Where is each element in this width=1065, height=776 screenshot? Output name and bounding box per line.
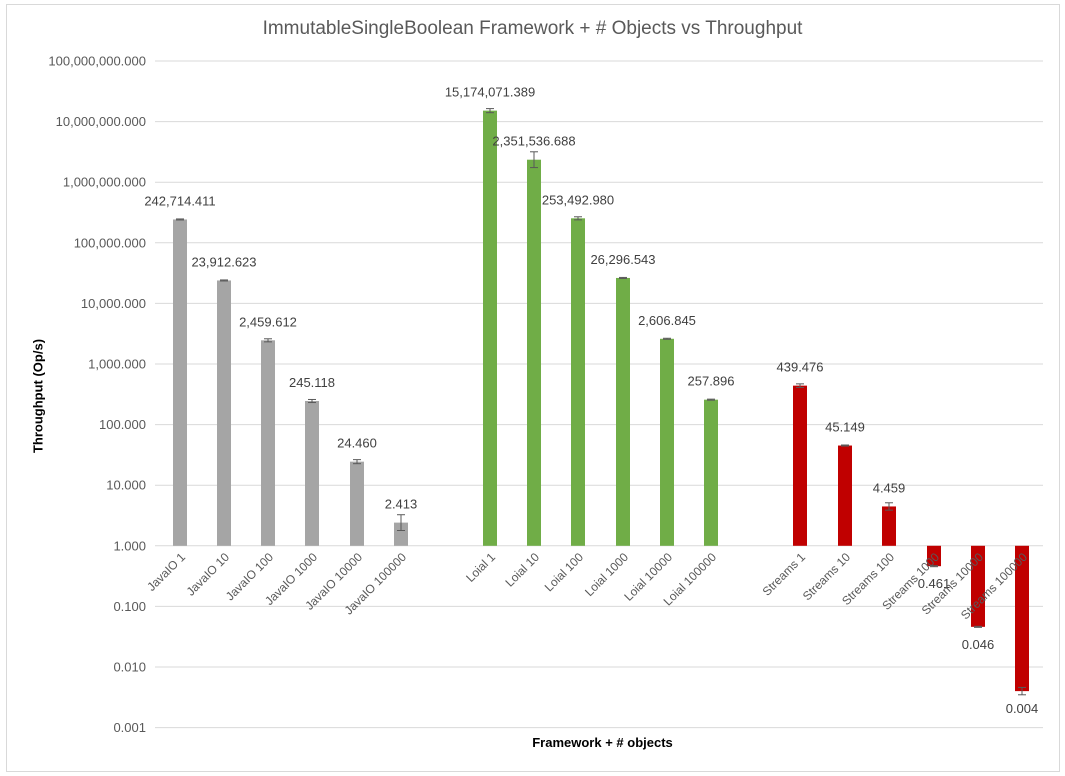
y-axis-ticks: 100,000,000.000 10,000,000.000 1,000,000.0…: [48, 54, 146, 736]
bar: [1015, 545, 1029, 692]
error-bar: [885, 502, 893, 511]
bar: [305, 401, 319, 546]
error-bar: [796, 383, 804, 388]
bar: [571, 218, 585, 546]
error-bar: [308, 398, 316, 404]
error-bar: [353, 459, 361, 465]
y-tick-label: 10.000: [106, 478, 146, 493]
bar: [527, 159, 541, 546]
error-bar: [930, 565, 938, 568]
error-bar: [1018, 686, 1026, 696]
data-label: 0.046: [962, 637, 995, 652]
y-tick-label: 100,000,000.000: [48, 54, 146, 69]
data-label: 2,459.612: [239, 314, 297, 329]
data-label: 257.896: [688, 374, 735, 389]
data-label: 23,912.623: [191, 254, 256, 269]
bar: [261, 340, 275, 546]
error-bar: [841, 444, 849, 447]
data-label: 2,606.845: [638, 313, 696, 328]
y-tick-label: 0.010: [113, 660, 146, 675]
bar: [483, 110, 497, 546]
error-bar: [176, 218, 184, 221]
data-label: 2.413: [385, 497, 418, 512]
data-label: 0.004: [1006, 701, 1039, 716]
error-bar: [264, 338, 272, 343]
y-tick-label: 1,000,000.000: [63, 175, 146, 190]
bar: [217, 280, 231, 546]
category-label: Loial 10: [502, 550, 542, 590]
x-axis-label: Framework + # objects: [532, 735, 673, 750]
bar: [660, 338, 674, 546]
bar: [394, 522, 408, 546]
y-tick-label: 100.000: [99, 417, 146, 432]
error-bar: [974, 625, 982, 628]
error-bar: [707, 398, 715, 401]
data-label: 245.118: [289, 375, 335, 390]
data-label: 253,492.980: [542, 192, 614, 207]
category-label: Loial 1: [463, 550, 498, 585]
bars: [173, 108, 1029, 696]
bar: [971, 545, 985, 627]
category-label: Loial 100: [542, 550, 587, 595]
data-label: 45.149: [825, 420, 865, 435]
data-label: 26,296.543: [590, 252, 655, 267]
bar: [793, 385, 807, 546]
bar: [927, 545, 941, 567]
data-label: 24.460: [337, 436, 377, 451]
data-label: 15,174,071.389: [445, 85, 535, 100]
bar: [704, 399, 718, 546]
y-tick-label: 0.100: [113, 599, 146, 614]
data-label: 242,714.411: [144, 193, 215, 208]
error-bar: [530, 151, 538, 169]
error-bar: [619, 276, 627, 279]
error-bar: [574, 216, 582, 221]
y-tick-label: 1.000: [113, 538, 146, 553]
data-label: 439.476: [777, 360, 824, 375]
data-label: 4.459: [873, 480, 906, 495]
bar: [350, 461, 364, 546]
y-tick-label: 100,000.000: [74, 235, 146, 250]
y-tick-label: 10,000.000: [81, 296, 146, 311]
data-label: 0.461: [918, 576, 951, 591]
category-label: JavaIO 1: [144, 550, 188, 594]
y-tick-label: 0.001: [113, 720, 146, 735]
bar: [882, 506, 896, 546]
error-bar: [220, 279, 228, 282]
y-tick-label: 1,000.000: [88, 357, 146, 372]
chart-title: ImmutableSingleBoolean Framework + # Obj…: [262, 18, 803, 39]
error-bar: [397, 514, 405, 532]
gridlines: [155, 60, 1043, 729]
data-labels: 242,714.411 23,912.623 2,459.612 245.118 24.…: [144, 85, 1038, 716]
error-bar: [663, 337, 671, 340]
y-tick-label: 10,000,000.000: [56, 114, 146, 129]
bar: [173, 219, 187, 546]
data-label: 2,351,536.688: [492, 134, 575, 149]
bar: [838, 445, 852, 546]
bar: [616, 277, 630, 546]
error-bar: [486, 108, 494, 114]
